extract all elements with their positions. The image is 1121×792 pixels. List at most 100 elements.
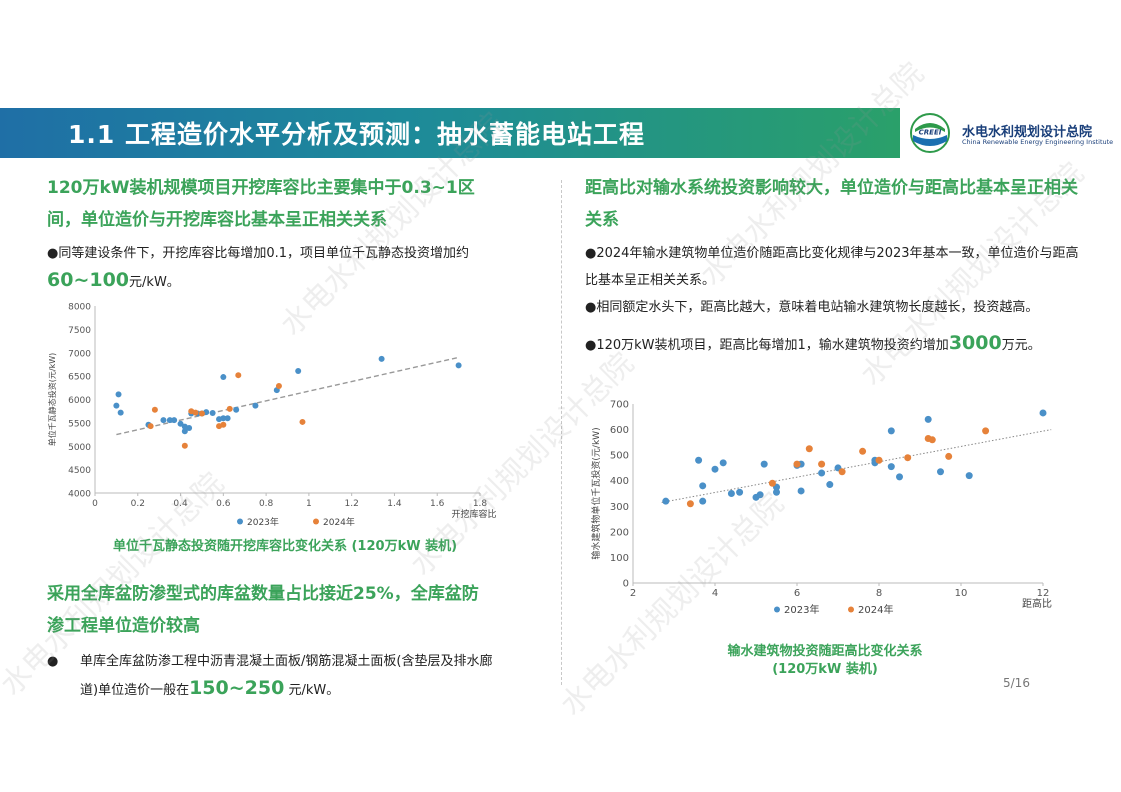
y-tick-label: 6000	[68, 396, 91, 406]
title-bar	[0, 108, 900, 158]
left-bullet-1-text: ●同等建设条件下，开挖库容比每增加0.1，项目单位千瓦静态投资增加约	[47, 246, 470, 261]
data-point-2023年	[695, 456, 703, 464]
left-heading-2: 采用全库盆防渗型式的库盆数量占比接近25%，全库盆防渗工程单位造价较高	[47, 584, 479, 636]
chart1-caption: 单位千瓦静态投资随开挖库容比变化关系 (120万kW 装机)	[112, 539, 458, 554]
data-point-2023年	[924, 415, 932, 423]
data-point-2024年	[904, 454, 912, 462]
left-bullet-2-unit: 元/kW。	[284, 683, 340, 698]
data-point-2024年	[838, 468, 846, 476]
data-point-2023年	[797, 487, 805, 495]
data-point-2023年	[711, 465, 719, 473]
data-point-2023年	[455, 362, 462, 369]
logo: CREEI 水电水利规划设计总院 China Renewable Energy …	[910, 113, 1114, 153]
data-point-2023年	[117, 409, 124, 416]
right-bullet-1: ●2024年输水建筑物单位造价随距高比变化规律与2023年基本一致，单位造价与距…	[585, 246, 1079, 288]
legend-marker	[237, 518, 243, 525]
data-point-2024年	[299, 418, 306, 425]
data-point-2023年	[937, 468, 944, 476]
data-point-2024年	[818, 460, 826, 468]
data-point-2024年	[768, 479, 776, 487]
y-tick-label: 300	[610, 502, 629, 513]
data-point-2024年	[928, 436, 936, 444]
data-point-2024年	[805, 445, 813, 453]
data-point-2024年	[147, 423, 154, 430]
x-tick-label: 4	[712, 588, 718, 599]
data-point-2023年	[887, 427, 895, 435]
x-axis-title: 开挖库容比	[451, 508, 496, 520]
data-point-2023年	[166, 417, 173, 424]
left-bullet-2-dot: ●	[47, 654, 59, 669]
y-tick-label: 600	[610, 425, 629, 436]
left-bullet-2-text: 单库全库盆防渗工程中沥青混凝土面板/钢筋混凝土面板(含垫层及排水廊道)单位造价一…	[80, 654, 493, 698]
legend-label: 2024年	[858, 603, 893, 616]
y-axis-title: 输水建筑物单位千瓦投资(元/kW)	[590, 427, 602, 559]
legend-label: 2023年	[247, 516, 279, 528]
y-tick-label: 200	[610, 527, 629, 538]
legend-label: 2024年	[323, 516, 355, 528]
data-point-2023年	[171, 417, 178, 424]
data-point-2024年	[226, 405, 233, 412]
y-tick-label: 8000	[68, 303, 91, 313]
data-point-2023年	[209, 410, 216, 417]
x-tick-label: 1.6	[430, 499, 445, 509]
right-bullet-3-value: 3000	[948, 332, 1002, 354]
data-point-2023年	[220, 374, 227, 381]
data-point-2023年	[186, 425, 193, 432]
y-tick-label: 7000	[68, 349, 91, 359]
logo-name-en: China Renewable Energy Engineering Insti…	[962, 138, 1114, 146]
data-point-2023年	[756, 491, 764, 499]
data-point-2023年	[160, 417, 167, 424]
y-tick-label: 4500	[68, 466, 91, 476]
data-point-2023年	[181, 428, 188, 435]
data-point-2024年	[686, 500, 694, 508]
y-tick-label: 500	[610, 451, 629, 462]
data-point-2024年	[192, 409, 199, 416]
data-point-2023年	[1039, 409, 1047, 417]
x-tick-label: 1	[306, 499, 312, 509]
data-point-2023年	[965, 472, 973, 480]
data-point-2023年	[378, 355, 385, 362]
chart-excavation-ratio: 4000 4500 5000 5500 6000 6500 7000 7500 8000 0 0.2…	[47, 303, 497, 529]
left-bullet-1-unit: 元/kW。	[129, 275, 180, 290]
right-heading: 距高比对输水系统投资影响较大，单位造价与距高比基本呈正相关关系	[585, 178, 1078, 230]
left-bullet-2-value: 150~250	[189, 677, 285, 699]
data-point-2023年	[224, 415, 231, 422]
data-point-2023年	[233, 406, 240, 413]
x-tick-label: 1.4	[387, 499, 402, 509]
logo-name-cn: 水电水利规划设计总院	[962, 125, 1093, 140]
x-tick-label: 0.6	[216, 499, 231, 509]
data-point-2024年	[793, 460, 801, 468]
y-tick-label: 400	[610, 476, 629, 487]
page-title: 1.1 工程造价水平分析及预测：抽水蓄能电站工程	[68, 120, 645, 149]
data-point-2024年	[982, 427, 990, 435]
x-tick-label: 0.2	[131, 499, 145, 509]
x-tick-label: 0.8	[259, 499, 274, 509]
chart2-caption-line2: (120万kW 装机)	[772, 662, 878, 677]
data-point-2023年	[896, 473, 903, 481]
data-point-2024年	[151, 406, 158, 413]
data-point-2023年	[662, 497, 670, 505]
column-divider	[561, 180, 562, 685]
y-tick-label: 700	[610, 400, 629, 411]
x-tick-label: 8	[876, 588, 882, 599]
left-bullet-1-value: 60~100	[47, 269, 130, 291]
data-point-2023年	[295, 367, 302, 374]
legend-marker	[313, 518, 319, 525]
data-point-2024年	[235, 372, 242, 379]
data-point-2024年	[875, 456, 883, 464]
data-point-2024年	[181, 442, 188, 449]
data-point-2023年	[252, 402, 259, 409]
y-tick-label: 6500	[68, 373, 91, 383]
x-tick-label: 10	[955, 588, 968, 599]
left-bullet-1: ●同等建设条件下，开挖库容比每增加0.1，项目单位千瓦静态投资增加约 60~100…	[47, 240, 502, 296]
data-point-2024年	[198, 410, 205, 417]
left-heading-1: 120万kW装机规模项目开挖库容比主要集中于0.3~1区间，单位造价与开挖库容比…	[47, 178, 475, 230]
x-tick-label: 12	[1037, 588, 1050, 599]
data-point-2023年	[826, 481, 834, 489]
y-tick-label: 5000	[68, 443, 91, 453]
data-point-2023年	[736, 488, 744, 496]
data-point-2023年	[887, 463, 895, 471]
data-point-2023年	[115, 391, 122, 398]
x-tick-label: 6	[794, 588, 800, 599]
